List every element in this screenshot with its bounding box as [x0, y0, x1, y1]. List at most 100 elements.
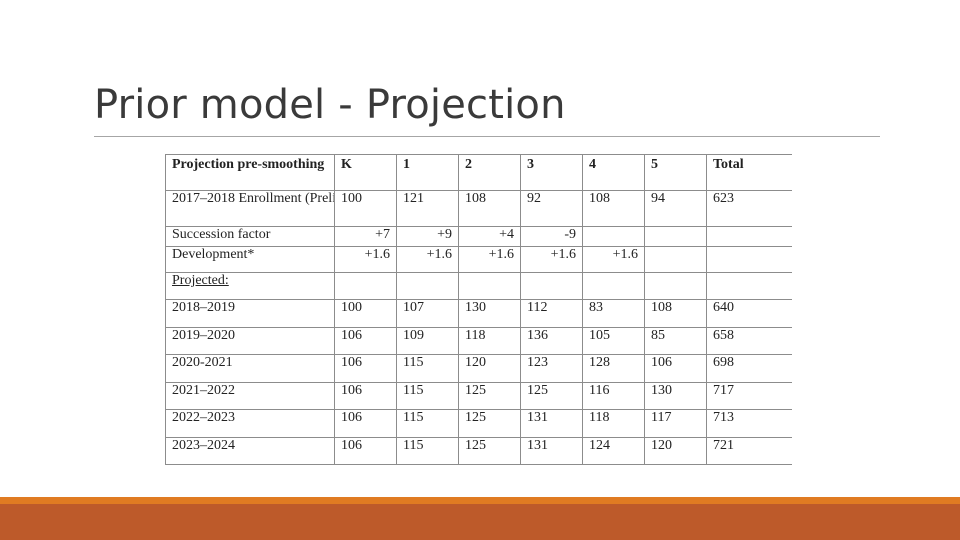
value-cell: 85: [644, 326, 707, 355]
title-divider: [94, 136, 880, 137]
footer-band: [0, 504, 960, 540]
projection-table-image: Projection pre-smoothing K 1 2 3 4 5 Total 2017…: [165, 154, 792, 472]
value-cell: 108: [458, 190, 521, 227]
projection-row: 2020-2021 106 115 120 123 128 106 698: [165, 354, 792, 383]
succession-factor-row: Succession factor +7 +9 +4 -9: [165, 226, 792, 247]
value-cell: 125: [458, 381, 521, 410]
projected-label-row: Projected:: [165, 272, 792, 300]
value-cell: 131: [520, 409, 583, 438]
row-label-cell: 2019–2020: [165, 326, 335, 355]
value-cell: 721: [706, 436, 792, 465]
value-cell: +1.6: [520, 246, 583, 273]
value-cell: 118: [582, 409, 645, 438]
enrollment-row: 2017–2018 Enrollment (Preliminary)100121…: [165, 190, 792, 227]
header-grade-cell: Total: [706, 154, 792, 191]
value-cell: 658: [706, 326, 792, 355]
value-cell: [706, 246, 792, 273]
header-label-cell: Projection pre-smoothing: [165, 154, 335, 191]
value-cell: 115: [396, 381, 459, 410]
value-cell: 106: [644, 354, 707, 383]
value-cell: 717: [706, 381, 792, 410]
value-cell: 94: [644, 190, 707, 227]
empty-cell: [334, 272, 397, 300]
header-grade-cell: 2: [458, 154, 521, 191]
header-grade-cell: 5: [644, 154, 707, 191]
value-cell: +9: [396, 226, 459, 247]
value-cell: 100: [334, 299, 397, 328]
value-cell: 117: [644, 409, 707, 438]
empty-cell: [458, 272, 521, 300]
value-cell: 108: [644, 299, 707, 328]
value-cell: 112: [520, 299, 583, 328]
value-cell: -9: [520, 226, 583, 247]
value-cell: [582, 226, 645, 247]
projection-row: 2022–2023 106 115 125 131 118 117 713: [165, 409, 792, 438]
value-cell: 125: [520, 381, 583, 410]
projection-row: 2019–2020 106 109 118 136 105 85 658: [165, 326, 792, 355]
value-cell: 125: [458, 409, 521, 438]
projection-row: 2018–2019 100 107 130 112 83 108 640: [165, 299, 792, 328]
row-label-cell: 2017–2018 Enrollment (Preliminary): [165, 190, 335, 227]
value-cell: 106: [334, 326, 397, 355]
value-cell: 107: [396, 299, 459, 328]
value-cell: 83: [582, 299, 645, 328]
value-cell: [644, 246, 707, 273]
value-cell: [644, 226, 707, 247]
value-cell: 125: [458, 436, 521, 465]
value-cell: +4: [458, 226, 521, 247]
value-cell: 121: [396, 190, 459, 227]
value-cell: 623: [706, 190, 792, 227]
value-cell: 108: [582, 190, 645, 227]
header-grade-cell: K: [334, 154, 397, 191]
value-cell: 106: [334, 354, 397, 383]
row-label-cell: Projected:: [165, 272, 335, 300]
value-cell: 120: [644, 436, 707, 465]
value-cell: 105: [582, 326, 645, 355]
value-cell: 109: [396, 326, 459, 355]
value-cell: 106: [334, 381, 397, 410]
row-label-cell: 2021–2022: [165, 381, 335, 410]
value-cell: 131: [520, 436, 583, 465]
value-cell: 698: [706, 354, 792, 383]
value-cell: +1.6: [334, 246, 397, 273]
projection-row: 2023–2024 106 115 125 131 124 120 721: [165, 436, 792, 465]
row-label-cell: 2023–2024: [165, 436, 335, 465]
header-grade-cell: 4: [582, 154, 645, 191]
row-label-cell: 2022–2023: [165, 409, 335, 438]
value-cell: [706, 226, 792, 247]
empty-cell: [644, 272, 707, 300]
table-header-row: Projection pre-smoothing K 1 2 3 4 5 Total: [165, 154, 792, 191]
value-cell: 136: [520, 326, 583, 355]
empty-cell: [582, 272, 645, 300]
value-cell: 116: [582, 381, 645, 410]
value-cell: 115: [396, 354, 459, 383]
value-cell: 124: [582, 436, 645, 465]
empty-cell: [520, 272, 583, 300]
value-cell: 640: [706, 299, 792, 328]
value-cell: 115: [396, 436, 459, 465]
value-cell: 128: [582, 354, 645, 383]
header-grade-cell: 3: [520, 154, 583, 191]
row-label-cell: Development*: [165, 246, 335, 273]
value-cell: 106: [334, 409, 397, 438]
value-cell: 92: [520, 190, 583, 227]
slide-title: Prior model - Projection: [94, 82, 566, 128]
value-cell: 713: [706, 409, 792, 438]
value-cell: 115: [396, 409, 459, 438]
empty-cell: [706, 272, 792, 300]
projection-row: 2021–2022 106 115 125 125 116 130 717: [165, 381, 792, 410]
value-cell: 130: [644, 381, 707, 410]
value-cell: 100: [334, 190, 397, 227]
empty-cell: [396, 272, 459, 300]
value-cell: 123: [520, 354, 583, 383]
header-grade-cell: 1: [396, 154, 459, 191]
value-cell: 118: [458, 326, 521, 355]
value-cell: +7: [334, 226, 397, 247]
value-cell: 106: [334, 436, 397, 465]
row-label-cell: 2018–2019: [165, 299, 335, 328]
value-cell: 120: [458, 354, 521, 383]
development-row: Development* +1.6 +1.6 +1.6 +1.6 +1.6: [165, 246, 792, 273]
row-label-cell: Succession factor: [165, 226, 335, 247]
value-cell: +1.6: [458, 246, 521, 273]
footer-accent-stripe: [0, 497, 960, 504]
